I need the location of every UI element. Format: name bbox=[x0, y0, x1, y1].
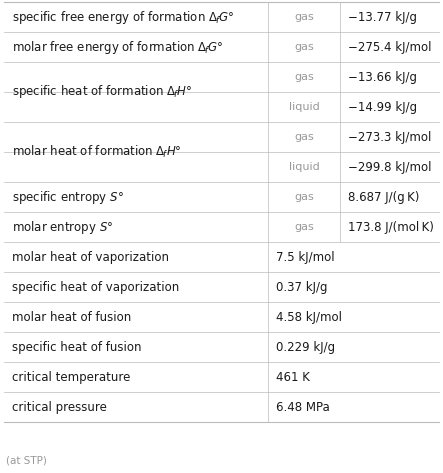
Text: 4.58 kJ/mol: 4.58 kJ/mol bbox=[276, 310, 342, 324]
Text: liquid: liquid bbox=[289, 162, 319, 172]
Text: gas: gas bbox=[294, 132, 314, 142]
Text: −13.66 kJ/g: −13.66 kJ/g bbox=[348, 70, 417, 84]
Text: gas: gas bbox=[294, 12, 314, 22]
Text: 461 K: 461 K bbox=[276, 370, 310, 384]
Text: molar free energy of formation $\Delta_{\!f}\mathit{G}°$: molar free energy of formation $\Delta_{… bbox=[12, 38, 224, 55]
Text: −13.77 kJ/g: −13.77 kJ/g bbox=[348, 10, 417, 24]
Text: specific heat of vaporization: specific heat of vaporization bbox=[12, 280, 179, 294]
Text: −299.8 kJ/mol: −299.8 kJ/mol bbox=[348, 160, 431, 174]
Text: gas: gas bbox=[294, 222, 314, 232]
Text: 0.229 kJ/g: 0.229 kJ/g bbox=[276, 341, 335, 353]
Text: −275.4 kJ/mol: −275.4 kJ/mol bbox=[348, 41, 431, 53]
Text: gas: gas bbox=[294, 42, 314, 52]
Text: critical pressure: critical pressure bbox=[12, 401, 107, 413]
Text: specific entropy $\mathit{S}°$: specific entropy $\mathit{S}°$ bbox=[12, 189, 124, 205]
Text: 7.5 kJ/mol: 7.5 kJ/mol bbox=[276, 251, 334, 263]
Text: 6.48 MPa: 6.48 MPa bbox=[276, 401, 330, 413]
Text: critical temperature: critical temperature bbox=[12, 370, 130, 384]
Text: gas: gas bbox=[294, 192, 314, 202]
Text: molar heat of vaporization: molar heat of vaporization bbox=[12, 251, 169, 263]
Text: specific heat of fusion: specific heat of fusion bbox=[12, 341, 141, 353]
Text: 8.687 J/(g K): 8.687 J/(g K) bbox=[348, 191, 420, 203]
Text: molar entropy $\mathit{S}°$: molar entropy $\mathit{S}°$ bbox=[12, 219, 113, 236]
Text: liquid: liquid bbox=[289, 102, 319, 112]
Text: gas: gas bbox=[294, 72, 314, 82]
Text: (at STP): (at STP) bbox=[6, 455, 47, 465]
Text: molar heat of fusion: molar heat of fusion bbox=[12, 310, 131, 324]
Text: specific free energy of formation $\Delta_{\!f}\mathit{G}°$: specific free energy of formation $\Delt… bbox=[12, 9, 234, 26]
Text: specific heat of formation $\Delta_{\!f}\mathit{H}°$: specific heat of formation $\Delta_{\!f}… bbox=[12, 84, 192, 100]
Text: −273.3 kJ/mol: −273.3 kJ/mol bbox=[348, 131, 431, 143]
Text: 0.37 kJ/g: 0.37 kJ/g bbox=[276, 280, 327, 294]
Text: molar heat of formation $\Delta_{\!f}\mathit{H}°$: molar heat of formation $\Delta_{\!f}\ma… bbox=[12, 144, 182, 160]
Text: 173.8 J/(mol K): 173.8 J/(mol K) bbox=[348, 220, 434, 234]
Text: −14.99 kJ/g: −14.99 kJ/g bbox=[348, 100, 417, 114]
